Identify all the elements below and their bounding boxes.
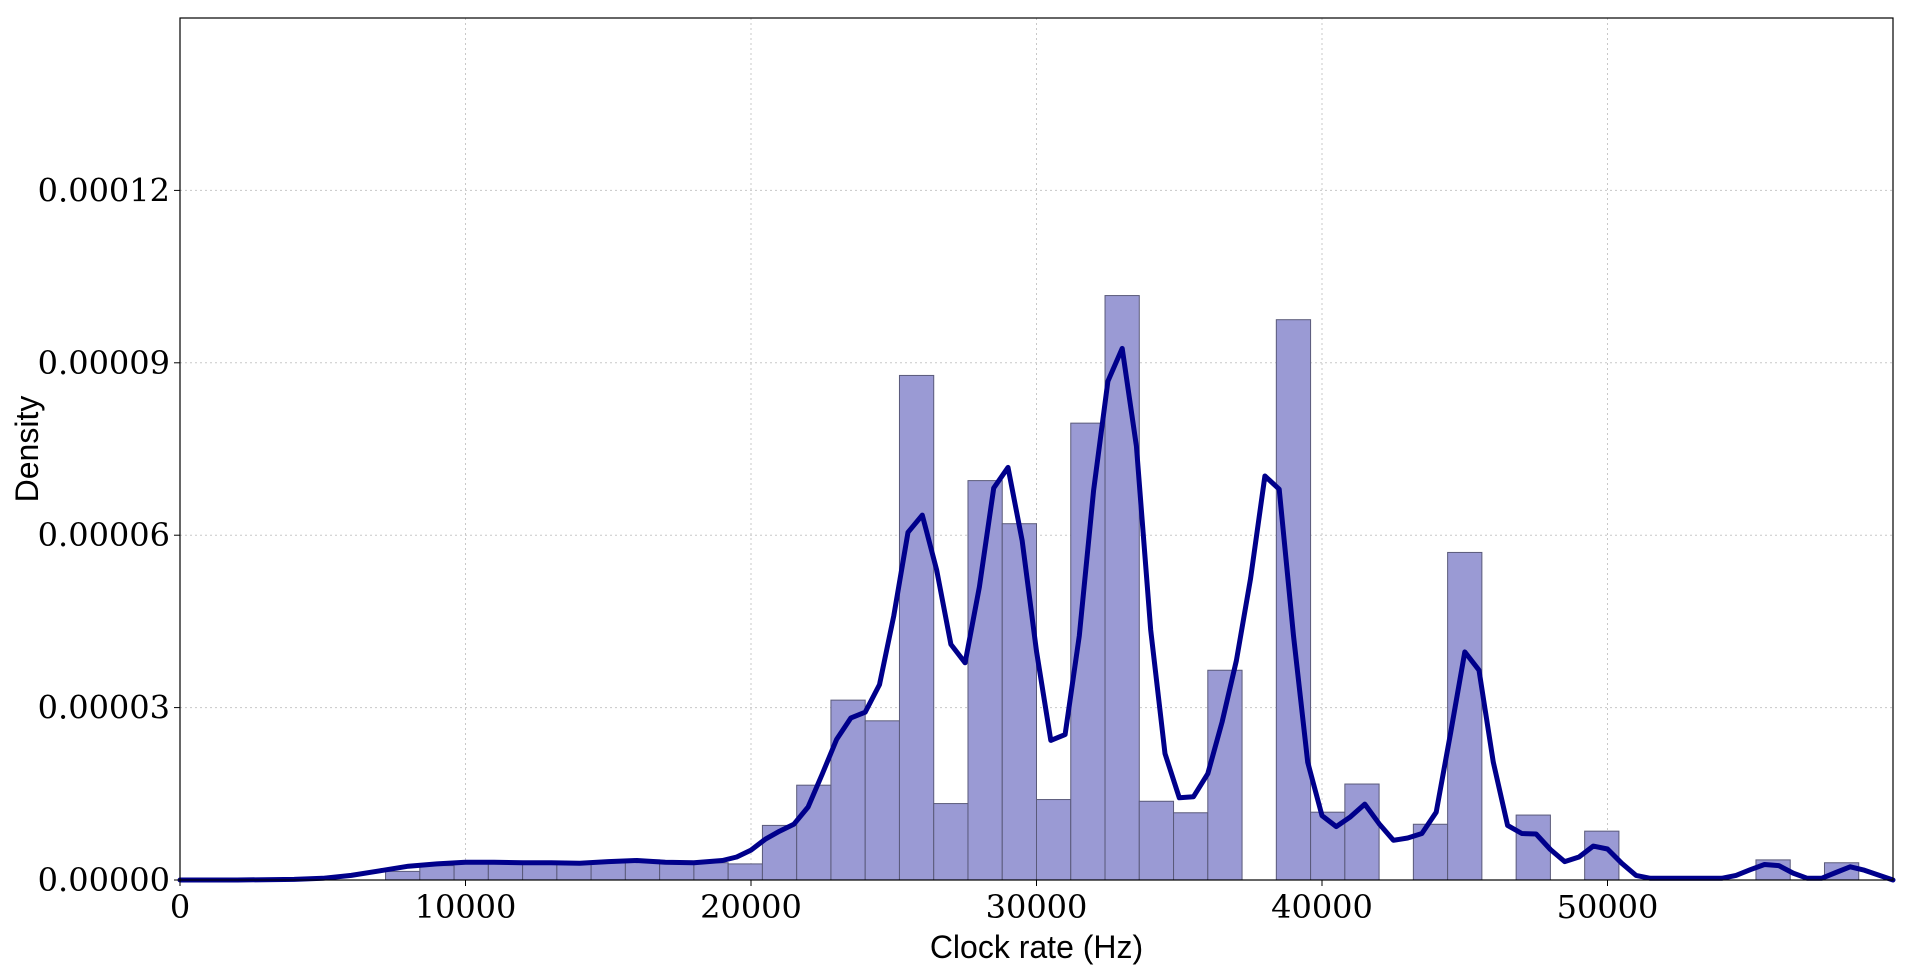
histogram-bar-4 [522, 862, 558, 881]
histogram-bar-27 [1344, 783, 1380, 881]
y-tick-label-4: 0.00012 [38, 171, 170, 209]
x-axis-ticks: 0 10000 20000 30000 40000 50000 [170, 880, 1659, 926]
histogram-bar-21 [1104, 295, 1140, 881]
histogram-bar-8 [659, 862, 695, 881]
y-tick-label-2: 0.00006 [38, 516, 170, 554]
density-curve [177, 345, 1896, 883]
x-tick-label-3: 30000 [986, 888, 1088, 926]
x-tick-label-0: 0 [170, 888, 190, 926]
y-tick-label-0: 0.00000 [38, 861, 170, 899]
histogram-bar-0 [385, 870, 421, 881]
histogram-bar-30 [1515, 814, 1551, 881]
x-tick-label-5: 50000 [1557, 888, 1659, 926]
histogram-bar-2 [453, 862, 489, 881]
histogram-bar-25 [1275, 319, 1312, 881]
histogram-bar-15 [898, 374, 935, 881]
histogram-bar-9 [693, 862, 729, 881]
histogram-bar-18 [1001, 523, 1037, 881]
y-tick-label-3: 0.00009 [38, 344, 170, 382]
x-axis-title: Clock rate (Hz) [930, 929, 1143, 965]
histogram-bar-16 [933, 803, 969, 881]
histogram-bar-14 [864, 720, 900, 881]
y-tick-label-1: 0.00003 [38, 689, 170, 727]
y-axis-title: Density [9, 396, 45, 503]
histogram-bar-1 [419, 865, 455, 881]
y-axis-ticks: 0.00000 0.00003 0.00006 0.00009 0.00012 [38, 171, 180, 899]
histogram-bar-22 [1138, 800, 1175, 881]
x-tick-label-1: 10000 [415, 888, 517, 926]
x-tick-label-4: 40000 [1271, 888, 1373, 926]
histogram-bar-6 [590, 862, 626, 881]
histogram-bar-13 [830, 699, 866, 881]
histogram-bar-3 [487, 862, 524, 881]
histogram-bar-19 [1036, 799, 1072, 881]
x-tick-label-2: 20000 [700, 888, 802, 926]
histogram-bars [385, 295, 1860, 881]
histogram-bar-10 [727, 863, 763, 881]
histogram-bar-23 [1173, 812, 1209, 881]
